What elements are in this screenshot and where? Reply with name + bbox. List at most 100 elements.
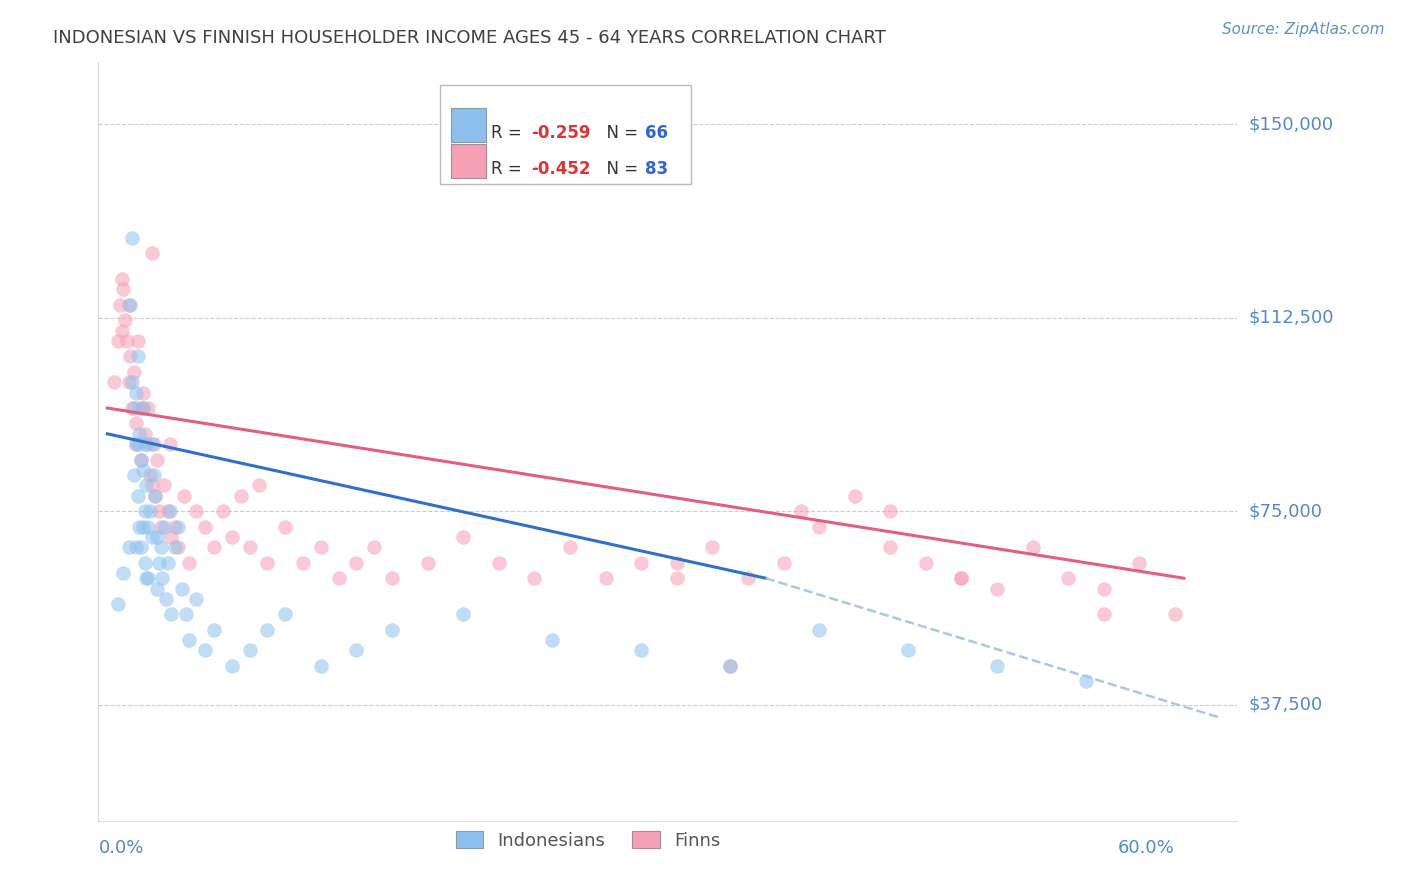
Point: [108, 298, 131, 312]
Point: [142, 437, 165, 451]
Text: Source: ZipAtlas.com: Source: ZipAtlas.com: [1222, 22, 1385, 37]
Point: [1057, 571, 1080, 585]
Point: [702, 541, 724, 555]
Point: [247, 478, 270, 492]
Point: [174, 607, 197, 622]
Point: [156, 556, 179, 570]
Point: [156, 504, 179, 518]
Point: [103, 376, 125, 390]
Point: [149, 519, 172, 533]
Point: [186, 591, 208, 606]
Point: [127, 489, 149, 503]
Point: [179, 633, 201, 648]
Point: [110, 324, 132, 338]
Point: [148, 556, 170, 570]
Point: [239, 541, 262, 555]
Point: [346, 556, 368, 570]
FancyBboxPatch shape: [440, 85, 690, 184]
Point: [139, 504, 162, 518]
Point: [808, 623, 831, 637]
Point: [173, 489, 195, 503]
Point: [163, 519, 186, 533]
Point: [127, 350, 149, 364]
Point: [1128, 556, 1150, 570]
Point: [153, 478, 176, 492]
Point: [134, 556, 156, 570]
Point: [170, 582, 193, 596]
Point: [125, 385, 148, 400]
Point: [122, 401, 145, 415]
Point: [239, 643, 262, 657]
Point: [128, 401, 150, 415]
Point: [149, 541, 172, 555]
Text: N =: N =: [596, 124, 644, 142]
Point: [141, 530, 163, 544]
Point: [451, 607, 474, 622]
Point: [202, 541, 225, 555]
Text: R =: R =: [491, 124, 527, 142]
Point: [128, 437, 150, 451]
Point: [129, 541, 152, 555]
Point: [790, 504, 813, 518]
Point: [665, 556, 688, 570]
Text: 66: 66: [645, 124, 668, 142]
Point: [256, 623, 278, 637]
Point: [118, 298, 141, 312]
Point: [328, 571, 350, 585]
Point: [718, 659, 741, 673]
Point: [146, 582, 169, 596]
Point: [146, 452, 169, 467]
Point: [665, 571, 688, 585]
Point: [363, 541, 385, 555]
Point: [132, 401, 155, 415]
Point: [129, 452, 152, 467]
Text: -0.259: -0.259: [531, 124, 591, 142]
Point: [153, 519, 176, 533]
Point: [558, 541, 581, 555]
Point: [135, 437, 157, 451]
Point: [163, 541, 186, 555]
Point: [152, 571, 174, 585]
Text: $37,500: $37,500: [1249, 696, 1323, 714]
Point: [125, 437, 148, 451]
Point: [136, 571, 159, 585]
Point: [274, 607, 297, 622]
Text: N =: N =: [596, 160, 644, 178]
Point: [179, 556, 201, 570]
Point: [142, 468, 165, 483]
Point: [897, 643, 920, 657]
Point: [808, 519, 831, 533]
Text: INDONESIAN VS FINNISH HOUSEHOLDER INCOME AGES 45 - 64 YEARS CORRELATION CHART: INDONESIAN VS FINNISH HOUSEHOLDER INCOME…: [53, 29, 886, 47]
Point: [145, 489, 167, 503]
Point: [134, 504, 156, 518]
Point: [141, 246, 163, 260]
Point: [112, 282, 135, 296]
FancyBboxPatch shape: [451, 144, 485, 178]
Point: [145, 489, 167, 503]
Point: [122, 468, 145, 483]
Point: [159, 437, 181, 451]
Point: [110, 272, 132, 286]
Text: 0.0%: 0.0%: [98, 838, 143, 856]
Point: [1021, 541, 1043, 555]
Point: [630, 643, 652, 657]
Point: [212, 504, 235, 518]
Point: [167, 541, 190, 555]
Point: [1092, 582, 1115, 596]
Point: [1092, 607, 1115, 622]
Text: 60.0%: 60.0%: [1118, 838, 1175, 856]
Point: [121, 231, 143, 245]
Point: [451, 530, 474, 544]
FancyBboxPatch shape: [451, 108, 485, 142]
Point: [135, 437, 157, 451]
Point: [125, 417, 148, 431]
Point: [221, 530, 243, 544]
Point: [159, 504, 181, 518]
Point: [121, 401, 143, 415]
Point: [125, 541, 148, 555]
Text: -0.452: -0.452: [531, 160, 591, 178]
Point: [950, 571, 973, 585]
Point: [118, 541, 141, 555]
Point: [194, 519, 217, 533]
Point: [132, 519, 155, 533]
